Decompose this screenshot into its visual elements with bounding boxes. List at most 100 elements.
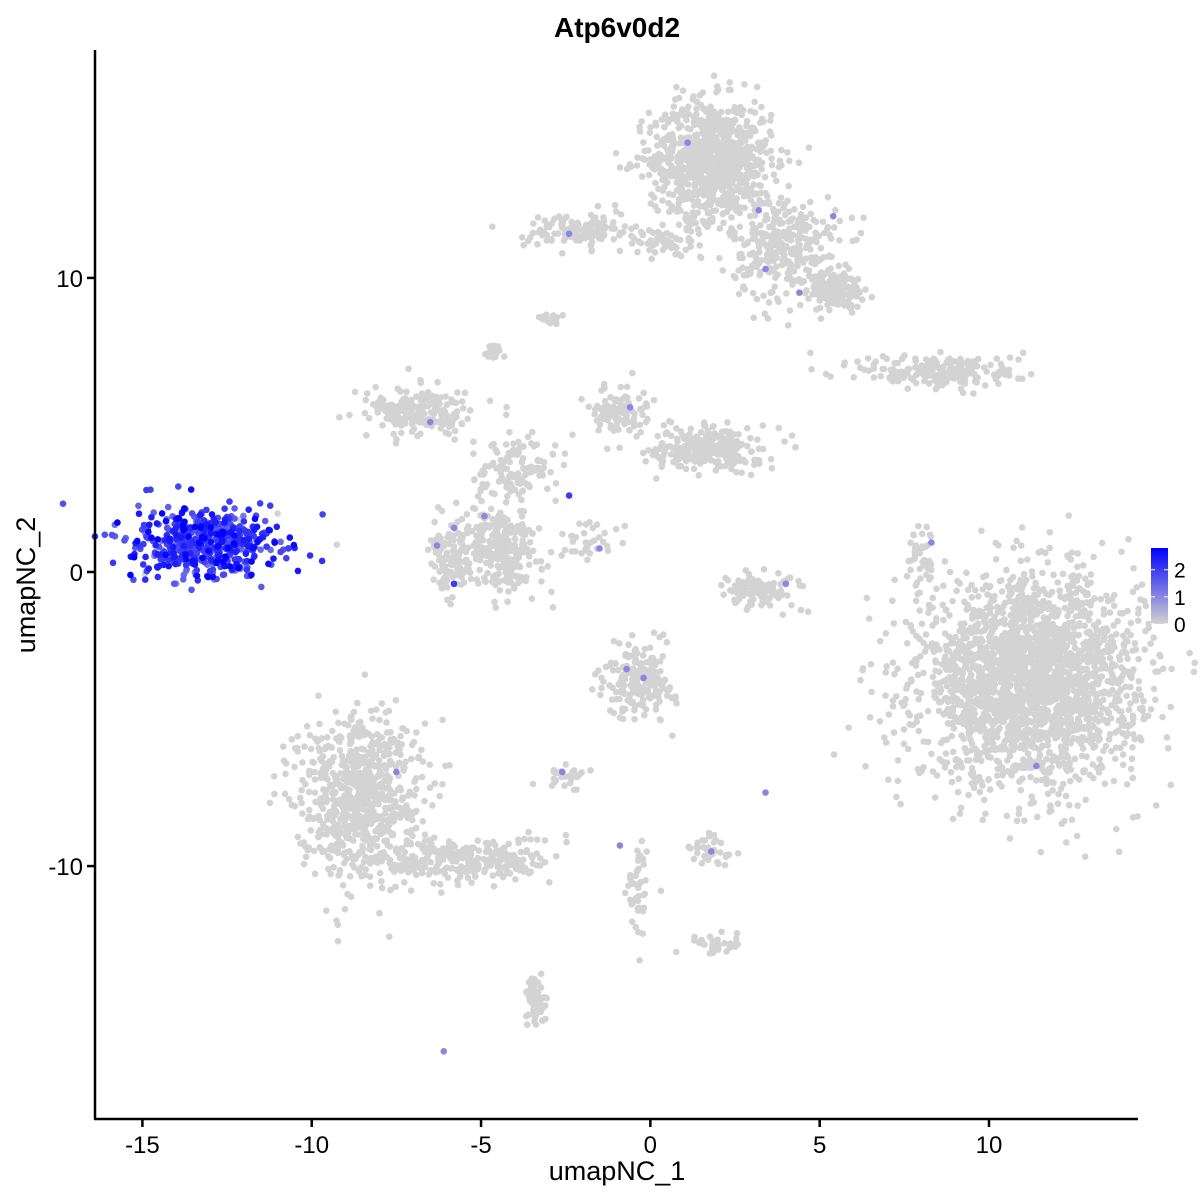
data-point [999,708,1006,716]
data-point [659,187,667,194]
data-point [1097,710,1104,718]
data-point [361,813,369,821]
data-point [307,827,315,834]
data-point [675,94,683,102]
data-point [309,758,316,766]
data-point [1124,607,1131,615]
data-point [1075,776,1083,783]
data-point [883,662,891,670]
data-point [768,252,776,260]
data-point [1019,674,1027,682]
data-point [337,770,344,777]
data-point [966,652,974,659]
data-point [1011,738,1018,745]
data-point [1057,593,1064,601]
data-point [1004,679,1012,686]
data-point [995,697,1003,705]
data-point [354,757,362,765]
data-point [751,212,759,219]
data-point [291,802,299,810]
data-point [321,774,329,782]
data-point [712,175,720,182]
data-point [860,214,867,222]
data-point [970,390,977,397]
data-point [670,114,678,121]
data-point [686,214,693,222]
data-point [751,232,759,240]
data-point [971,586,979,594]
data-point [644,240,652,247]
data-point [590,218,597,225]
data-point [761,140,769,148]
data-point [398,796,406,804]
data-point [958,732,965,739]
data-point [1096,755,1103,763]
data-point [654,207,662,214]
data-point [1118,708,1125,715]
data-point [761,310,769,318]
data-point [880,734,888,741]
data-point [661,111,669,118]
data-point [1009,717,1016,724]
data-point [1036,621,1044,629]
data-point [362,788,369,796]
data-point [634,248,641,256]
data-point [986,609,994,617]
data-point [1080,767,1087,775]
data-point [719,267,727,274]
data-point [1050,779,1057,787]
data-point [1014,724,1021,731]
data-point [1100,647,1108,655]
data-point [341,905,349,913]
data-point [679,151,687,158]
data-point [913,718,921,726]
data-point [546,878,553,886]
data-point [1019,606,1027,614]
data-point [1119,761,1127,769]
data-point [651,249,659,256]
data-point [1116,656,1124,664]
data-point [363,834,371,842]
data-point [786,225,793,232]
data-point [824,225,831,232]
data-point [323,786,331,794]
data-point [668,202,676,210]
data-point [898,699,905,706]
data-point [376,909,383,917]
data-point [1081,575,1089,583]
data-point [985,662,992,669]
data-point [960,371,968,378]
data-point [1009,763,1017,771]
data-point [678,166,686,174]
data-point [697,203,704,210]
data-point [868,293,876,301]
data-point [774,208,782,215]
data-point [1091,680,1099,687]
data-point [653,133,661,141]
data-point [558,224,566,232]
data-point [1047,713,1055,721]
data-point [716,254,723,262]
data-point [328,744,336,751]
data-point [366,799,374,807]
data-point [713,153,721,161]
data-point [905,365,913,373]
data-point [1027,695,1035,703]
data-point [659,176,666,184]
data-point [365,772,373,779]
data-point [684,103,692,111]
data-point [889,597,896,605]
data-point [645,147,652,154]
data-point [1013,817,1021,825]
data-point [1035,629,1042,637]
data-point [805,295,812,302]
data-point [1004,757,1011,764]
data-point [299,759,306,766]
data-point [1101,689,1108,697]
data-point [346,873,354,880]
data-point [281,790,289,798]
data-point [670,103,678,110]
data-point [769,288,776,296]
data-point [954,788,962,796]
data-point [870,374,878,381]
